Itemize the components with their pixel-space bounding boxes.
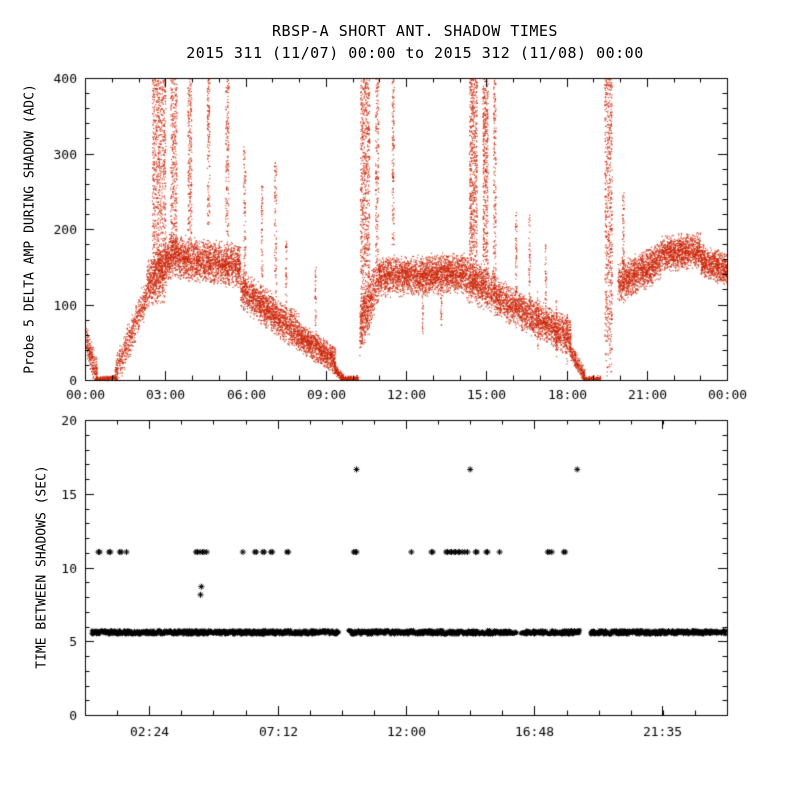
chart-title: RBSP-A SHORT ANT. SHADOW TIMES	[272, 22, 558, 40]
top-plot-y-axis-label: Probe 5 DELTA AMP DURING SHADOW (ADC)	[22, 84, 38, 374]
chart-subtitle: 2015 311 (11/07) 00:00 to 2015 312 (11/0…	[186, 44, 644, 62]
bottom-plot-y-axis-label: TIME BETWEEN SHADOWS (SEC)	[34, 465, 50, 669]
